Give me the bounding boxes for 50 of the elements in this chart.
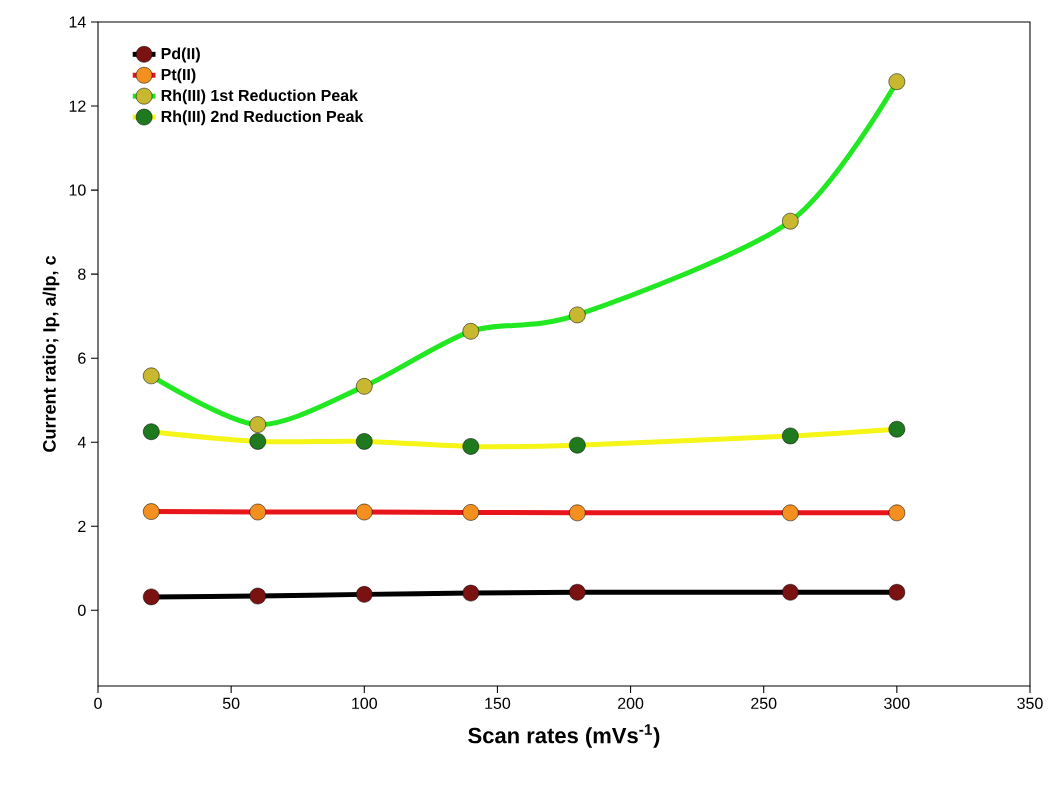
x-tick-label: 50 [222,697,240,710]
x-tick-label: 250 [751,697,777,710]
x-axis-title: Scan rates (mVs$^{-1}$) [468,724,660,748]
point [569,584,586,601]
legend-label: Rh(III) 1st Reduction Peak [161,89,359,105]
point [462,504,480,521]
y-tick-label: 12 [69,100,86,112]
point [142,367,160,385]
legend-label: Rh(III) 2nd Reduction Peak [161,110,364,126]
point [569,504,586,522]
point [356,503,373,521]
y-tick-label: 6 [78,352,86,364]
y-tick-label: 2 [78,520,86,532]
x-tick-label: 100 [352,697,378,710]
x-tick-label: 350 [1017,697,1043,710]
point [569,436,586,454]
point [888,584,906,601]
x-tick-label: 150 [485,697,511,710]
point [888,504,906,522]
point [782,212,799,230]
point [462,438,480,455]
x-tick-label: 0 [94,697,102,710]
point [142,423,160,441]
point [569,306,586,324]
y-axis-title: Current ratio; Ip, a/Ip, c [42,255,60,452]
point [782,504,799,522]
point [142,588,160,606]
x-tick-label: 300 [884,697,910,710]
point [142,503,160,520]
point [782,427,799,445]
y-tick-label: 4 [77,436,86,448]
point [249,587,267,605]
point [462,323,480,340]
legend-label: Pt(II) [161,68,196,84]
y-tick-label: 14 [69,16,86,28]
y-tick-label: 0 [78,604,86,616]
point [888,420,906,438]
point [249,416,267,433]
point [356,586,373,603]
point [249,503,267,521]
point [249,433,267,450]
point [782,584,799,601]
point [462,584,480,602]
legend-label: Pd(II) [161,47,200,63]
x-tick-label: 200 [618,697,644,710]
point [356,378,373,395]
point [888,73,906,90]
point [356,433,373,450]
y-tick-label: 10 [69,184,86,196]
y-tick-label: 8 [78,268,86,280]
